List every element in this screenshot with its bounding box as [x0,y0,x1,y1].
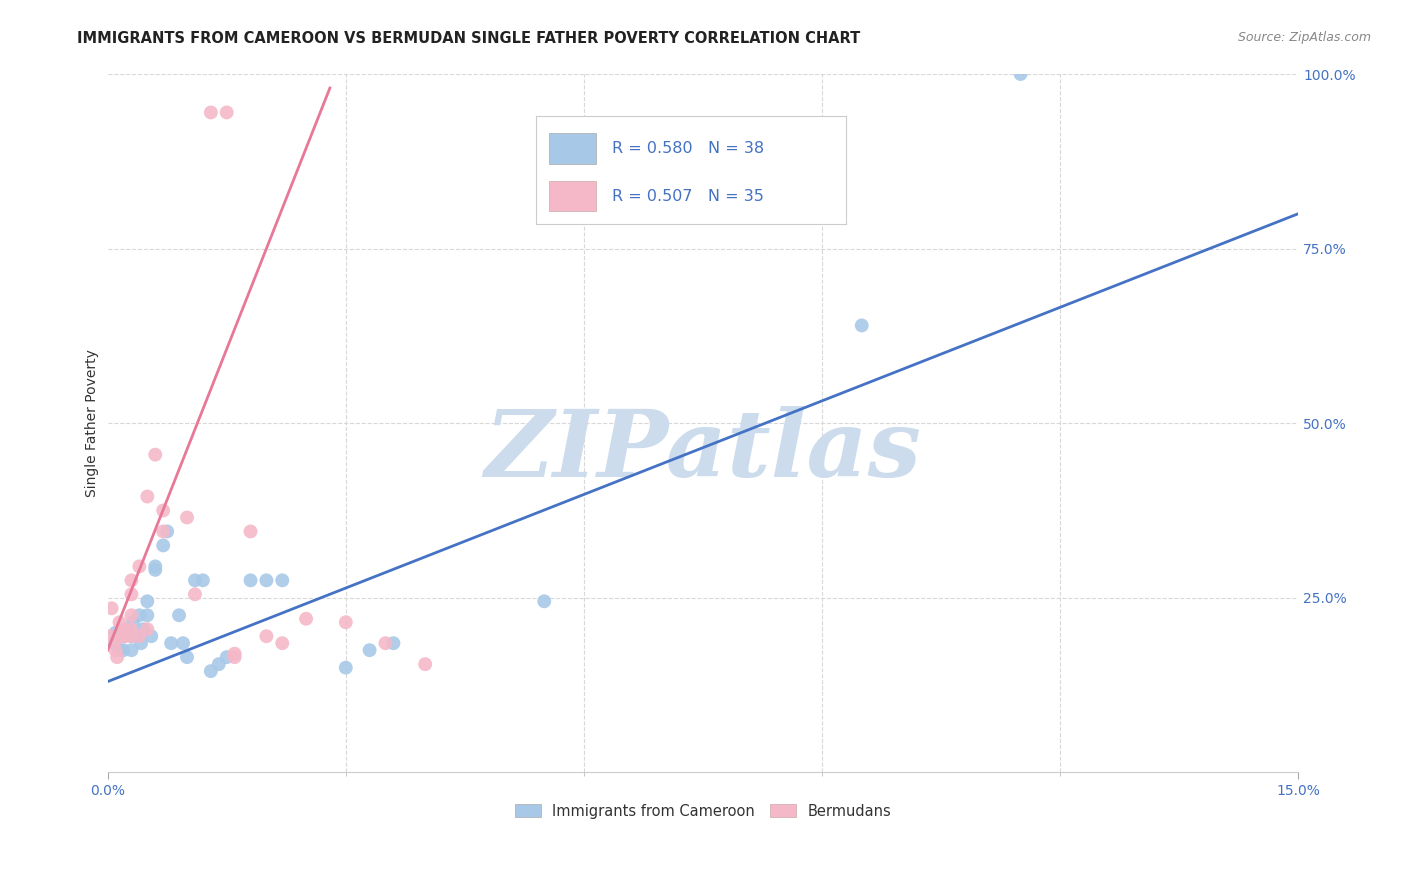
Point [271,574,294,588]
Point [143,448,166,462]
Y-axis label: Single Father Poverty: Single Father Poverty [86,350,100,497]
Point [136,490,159,504]
Point [112,629,135,643]
Point [215,650,238,665]
Point [533,594,555,608]
Point [132,622,155,636]
Point [152,524,174,539]
Point [254,574,277,588]
Point [112,622,135,636]
Point [120,574,142,588]
Point [108,643,131,657]
Point [120,643,142,657]
Point [108,615,131,630]
Point [105,650,128,665]
Point [239,524,262,539]
Point [136,608,159,623]
Point [335,660,357,674]
Point [103,636,125,650]
Point [156,524,179,539]
Text: Source: ZipAtlas.com: Source: ZipAtlas.com [1237,31,1371,45]
Point [104,632,127,647]
Point [224,647,246,661]
Point [141,629,163,643]
Point [152,503,174,517]
Point [167,608,190,623]
Point [271,636,294,650]
Point [200,664,222,678]
Point [112,643,135,657]
Point [382,636,405,650]
Point [136,622,159,636]
Point [191,574,214,588]
Point [143,559,166,574]
Point [172,636,194,650]
Point [128,629,150,643]
Point [184,574,207,588]
Point [112,629,135,643]
Point [176,510,198,524]
Point [374,636,396,650]
Point [114,629,136,643]
Text: ZIPatlas: ZIPatlas [485,406,921,496]
Point [120,629,142,643]
Point [359,643,381,657]
Point [335,615,357,630]
Point [112,622,135,636]
Point [224,650,246,665]
Point [851,318,873,333]
Point [215,105,238,120]
Point [152,538,174,552]
Point [120,622,142,636]
Point [128,559,150,574]
Point [128,629,150,643]
Text: IMMIGRANTS FROM CAMEROON VS BERMUDAN SINGLE FATHER POVERTY CORRELATION CHART: IMMIGRANTS FROM CAMEROON VS BERMUDAN SIN… [77,31,860,46]
Point [184,587,207,601]
Point [100,601,122,615]
Point [98,629,121,643]
Point [208,657,231,672]
Point [254,629,277,643]
Point [1010,67,1032,81]
Point [128,608,150,623]
Point [117,625,139,640]
Point [122,615,145,630]
Point [160,636,183,650]
Point [120,587,142,601]
Point [104,625,127,640]
Point [413,657,436,672]
Point [239,574,262,588]
Point [295,612,318,626]
Point [120,608,142,623]
Point [176,650,198,665]
Point [129,636,152,650]
Point [120,629,142,643]
Legend: Immigrants from Cameroon, Bermudans: Immigrants from Cameroon, Bermudans [509,797,897,824]
Point [104,643,127,657]
Point [136,594,159,608]
Point [143,563,166,577]
Point [200,105,222,120]
